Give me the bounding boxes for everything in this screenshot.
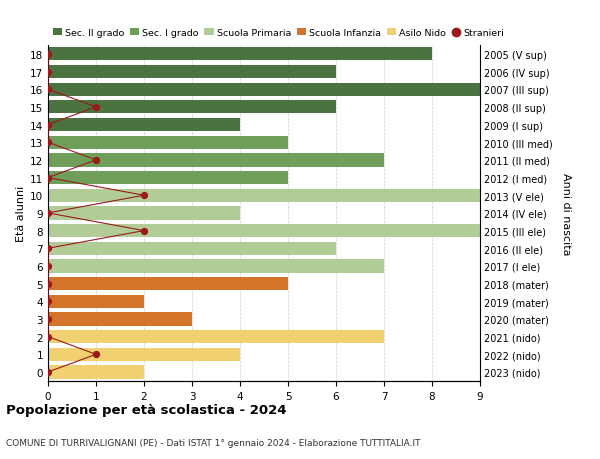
- Bar: [48, 277, 288, 291]
- Bar: [48, 224, 480, 238]
- Bar: [48, 154, 384, 167]
- Y-axis label: Età alunni: Età alunni: [16, 185, 26, 241]
- Bar: [48, 207, 240, 220]
- Point: [43, 139, 53, 146]
- Bar: [48, 313, 192, 326]
- Point: [43, 245, 53, 252]
- Point: [43, 316, 53, 323]
- Point: [43, 51, 53, 58]
- Point: [91, 157, 101, 164]
- Point: [43, 210, 53, 217]
- Point: [43, 280, 53, 288]
- Point: [43, 369, 53, 376]
- Point: [139, 227, 149, 235]
- Point: [91, 351, 101, 358]
- Point: [43, 69, 53, 76]
- Bar: [48, 66, 336, 79]
- Point: [43, 298, 53, 305]
- Point: [43, 174, 53, 182]
- Legend: Sec. II grado, Sec. I grado, Scuola Primaria, Scuola Infanzia, Asilo Nido, Stran: Sec. II grado, Sec. I grado, Scuola Prim…: [53, 29, 505, 38]
- Bar: [48, 330, 384, 343]
- Point: [91, 104, 101, 111]
- Bar: [48, 189, 480, 202]
- Bar: [48, 295, 144, 308]
- Bar: [48, 48, 432, 62]
- Bar: [48, 118, 240, 132]
- Y-axis label: Anni di nascita: Anni di nascita: [561, 172, 571, 255]
- Text: Popolazione per età scolastica - 2024: Popolazione per età scolastica - 2024: [6, 403, 287, 416]
- Bar: [48, 136, 288, 150]
- Point: [43, 122, 53, 129]
- Bar: [48, 348, 240, 361]
- Point: [43, 333, 53, 341]
- Point: [139, 192, 149, 200]
- Bar: [48, 365, 144, 379]
- Point: [43, 86, 53, 94]
- Bar: [48, 101, 336, 114]
- Point: [43, 263, 53, 270]
- Bar: [48, 260, 384, 273]
- Bar: [48, 172, 288, 185]
- Bar: [48, 84, 480, 96]
- Text: COMUNE DI TURRIVALIGNANI (PE) - Dati ISTAT 1° gennaio 2024 - Elaborazione TUTTIT: COMUNE DI TURRIVALIGNANI (PE) - Dati IST…: [6, 438, 421, 447]
- Bar: [48, 242, 336, 255]
